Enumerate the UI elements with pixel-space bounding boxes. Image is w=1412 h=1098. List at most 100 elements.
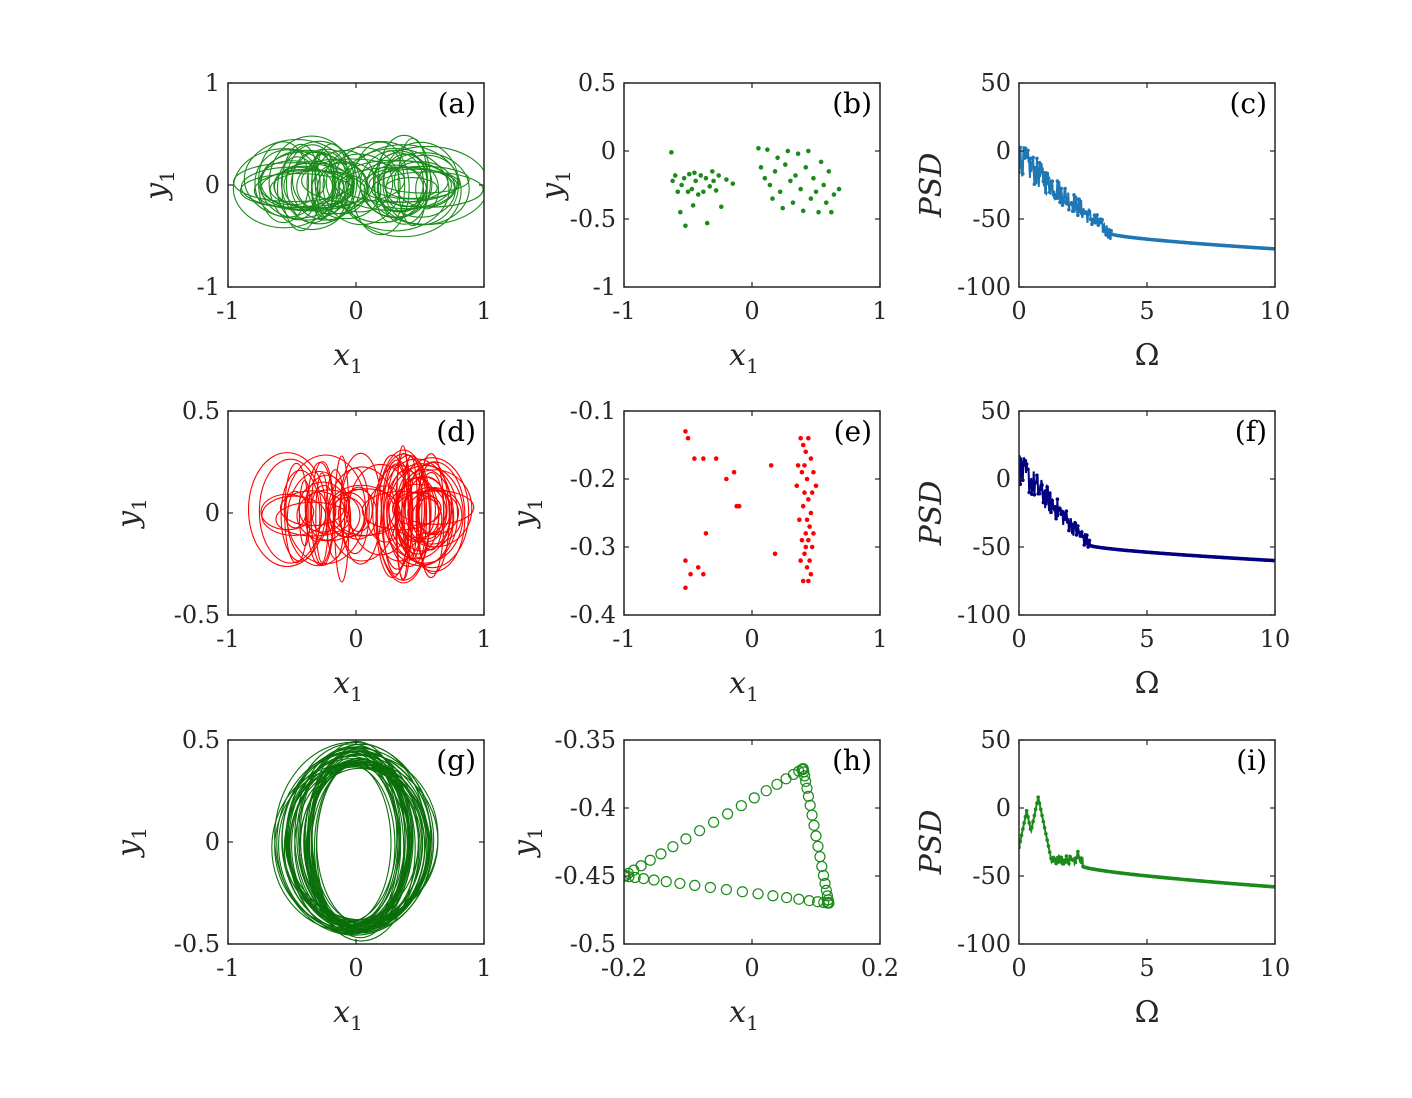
poincare-point [730,181,736,186]
plot-area [624,762,835,909]
poincare-point [720,883,733,896]
y-tick-label: -50 [972,533,1011,561]
poincare-point [669,150,674,155]
y-axis-label: y1 [507,498,547,530]
x-tick-label: 0 [1011,297,1026,325]
poincare-point [802,463,807,468]
poincare-point [818,896,830,909]
y-tick-label: -50 [972,862,1011,890]
poincare-point [800,578,806,584]
trajectory-loop [316,759,409,925]
plot-area [1019,145,1275,251]
poincare-point [765,147,770,152]
poincare-point [683,558,688,563]
psd-marker [1045,838,1049,842]
psd-marker [1087,209,1092,214]
y-tick-label: -50 [972,205,1011,233]
trajectory-loop [280,140,358,225]
psd-marker [1064,854,1069,858]
psd-marker [1030,161,1034,166]
psd-marker [1023,459,1028,463]
psd-marker [1035,473,1039,478]
psd-marker [1105,232,1110,236]
poincare-point [797,517,802,523]
poincare-point [752,888,764,900]
x-tick-label: 0 [348,297,363,325]
poincare-point [811,175,816,181]
panel-label: (f) [1235,415,1267,448]
psd-marker [1046,844,1051,848]
plot-area [1019,454,1275,563]
poincare-point [812,896,824,908]
panel-e: -1 0 1 -0.4 -0.3 -0.2 -0.1 x1 y1 (e) [507,397,888,706]
poincare-point [793,893,805,905]
trajectory-loop [289,760,429,928]
psd-marker [1056,189,1061,193]
psd-marker [1062,511,1066,516]
poincare-point [683,429,688,434]
poincare-point [811,531,816,536]
psd-marker [1055,497,1060,501]
poincare-point [703,175,709,181]
poincare-point [803,544,809,550]
poincare-point [807,524,812,529]
psd-marker [1074,533,1079,537]
psd-marker [1087,538,1092,543]
x-axis-label: x1 [333,666,363,706]
poincare-point [813,483,819,489]
poincare-point [780,773,792,785]
trajectory-loop [288,766,423,927]
trajectory-loop [386,464,464,564]
panel-label: (g) [436,744,476,777]
y-tick-label: -1 [197,273,220,301]
psd-marker [1064,509,1069,513]
x-tick-label: 0 [348,625,363,653]
plot-area [232,134,484,238]
poincare-point [800,775,812,788]
y-tick-label: 0.5 [182,397,220,425]
psd-marker [1073,202,1078,206]
psd-marker [1027,821,1032,825]
poincare-point [698,173,704,178]
y-tick-label: -0.5 [174,930,220,958]
poincare-point [808,510,814,516]
psd-marker [1019,833,1024,837]
x-tick-label: -1 [216,954,239,982]
panel-label: (h) [832,744,872,777]
trajectory-loop [287,755,411,934]
psd-marker [1041,179,1046,183]
trajectory-loop [280,469,321,562]
panel-label: (b) [832,87,872,120]
trajectory-loop [269,170,370,209]
psd-marker [1026,467,1030,472]
psd-marker [1095,213,1099,217]
poincare-point [836,186,842,192]
trajectory-loop [239,173,355,209]
psd-marker [1046,176,1051,180]
poincare-point [798,186,803,192]
psd-marker [1067,528,1071,533]
psd-marker [1047,190,1052,195]
poincare-point [806,435,811,441]
poincare-point [823,200,829,205]
psd-marker [1038,487,1043,492]
y-tick-label: 0.5 [182,726,220,754]
x-tick-label: 1 [476,625,491,653]
poincare-point [804,565,810,570]
psd-marker [1033,480,1038,485]
psd-marker [1065,520,1070,524]
poincare-point [660,876,672,888]
psd-marker [1023,815,1028,819]
psd-marker [1030,825,1034,830]
psd-marker [1049,510,1053,515]
trajectory-loop [325,153,394,213]
poincare-point [704,881,716,894]
trajectory-loop [285,144,339,224]
trajectory-loop [287,743,414,935]
y-tick-label: -0.45 [554,862,616,890]
psd-marker [1038,807,1043,812]
psd-marker [1050,179,1055,183]
poincare-point [803,895,815,907]
poincare-point [683,223,688,229]
poincare-point [713,456,719,461]
